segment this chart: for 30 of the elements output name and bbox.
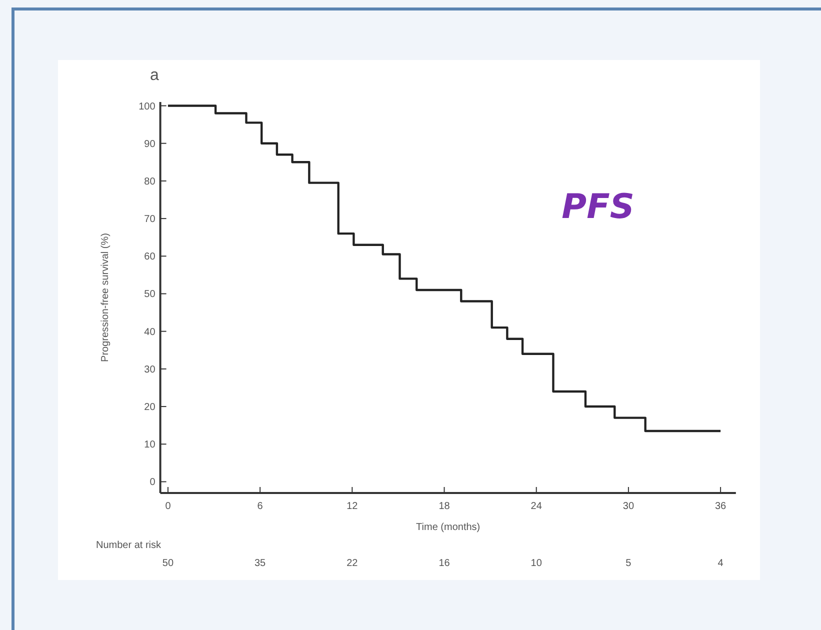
- text: 16: [438, 558, 450, 569]
- text: 50: [162, 558, 174, 569]
- x-tick-label: 36: [714, 501, 727, 512]
- text: 22: [346, 558, 358, 569]
- text: Number at risk: [96, 540, 162, 551]
- x-tick-label: 0: [165, 501, 172, 512]
- y-tick-label: 30: [144, 364, 156, 376]
- x-tick-label: 12: [346, 501, 358, 512]
- y-tick-label: 80: [144, 176, 156, 188]
- x-tick-label: 6: [257, 501, 264, 512]
- text: a: [150, 67, 159, 84]
- y-tick-label: 0: [150, 477, 156, 488]
- y-tick-label: 90: [144, 138, 156, 150]
- y-tick-label: 70: [144, 214, 156, 226]
- text: 10: [530, 558, 542, 569]
- x-tick-label: 18: [438, 501, 450, 512]
- text: 4: [718, 558, 724, 569]
- annotation: PFS: [562, 187, 634, 227]
- y-tick-label: 100: [138, 101, 156, 112]
- y-tick-label: 10: [144, 440, 156, 451]
- x-tick-label: 30: [622, 501, 634, 512]
- y-tick-label: 20: [144, 402, 156, 414]
- x-tick-label: 24: [530, 501, 542, 512]
- x-axis-title: Time (months): [416, 522, 480, 533]
- text: 5: [626, 558, 632, 569]
- text: 35: [254, 558, 266, 569]
- y-tick-label: 40: [144, 326, 156, 338]
- y-axis-title: Progression-free survival (%): [100, 233, 111, 362]
- y-tick-label: 60: [144, 252, 156, 263]
- y-tick-label: 50: [144, 289, 156, 300]
